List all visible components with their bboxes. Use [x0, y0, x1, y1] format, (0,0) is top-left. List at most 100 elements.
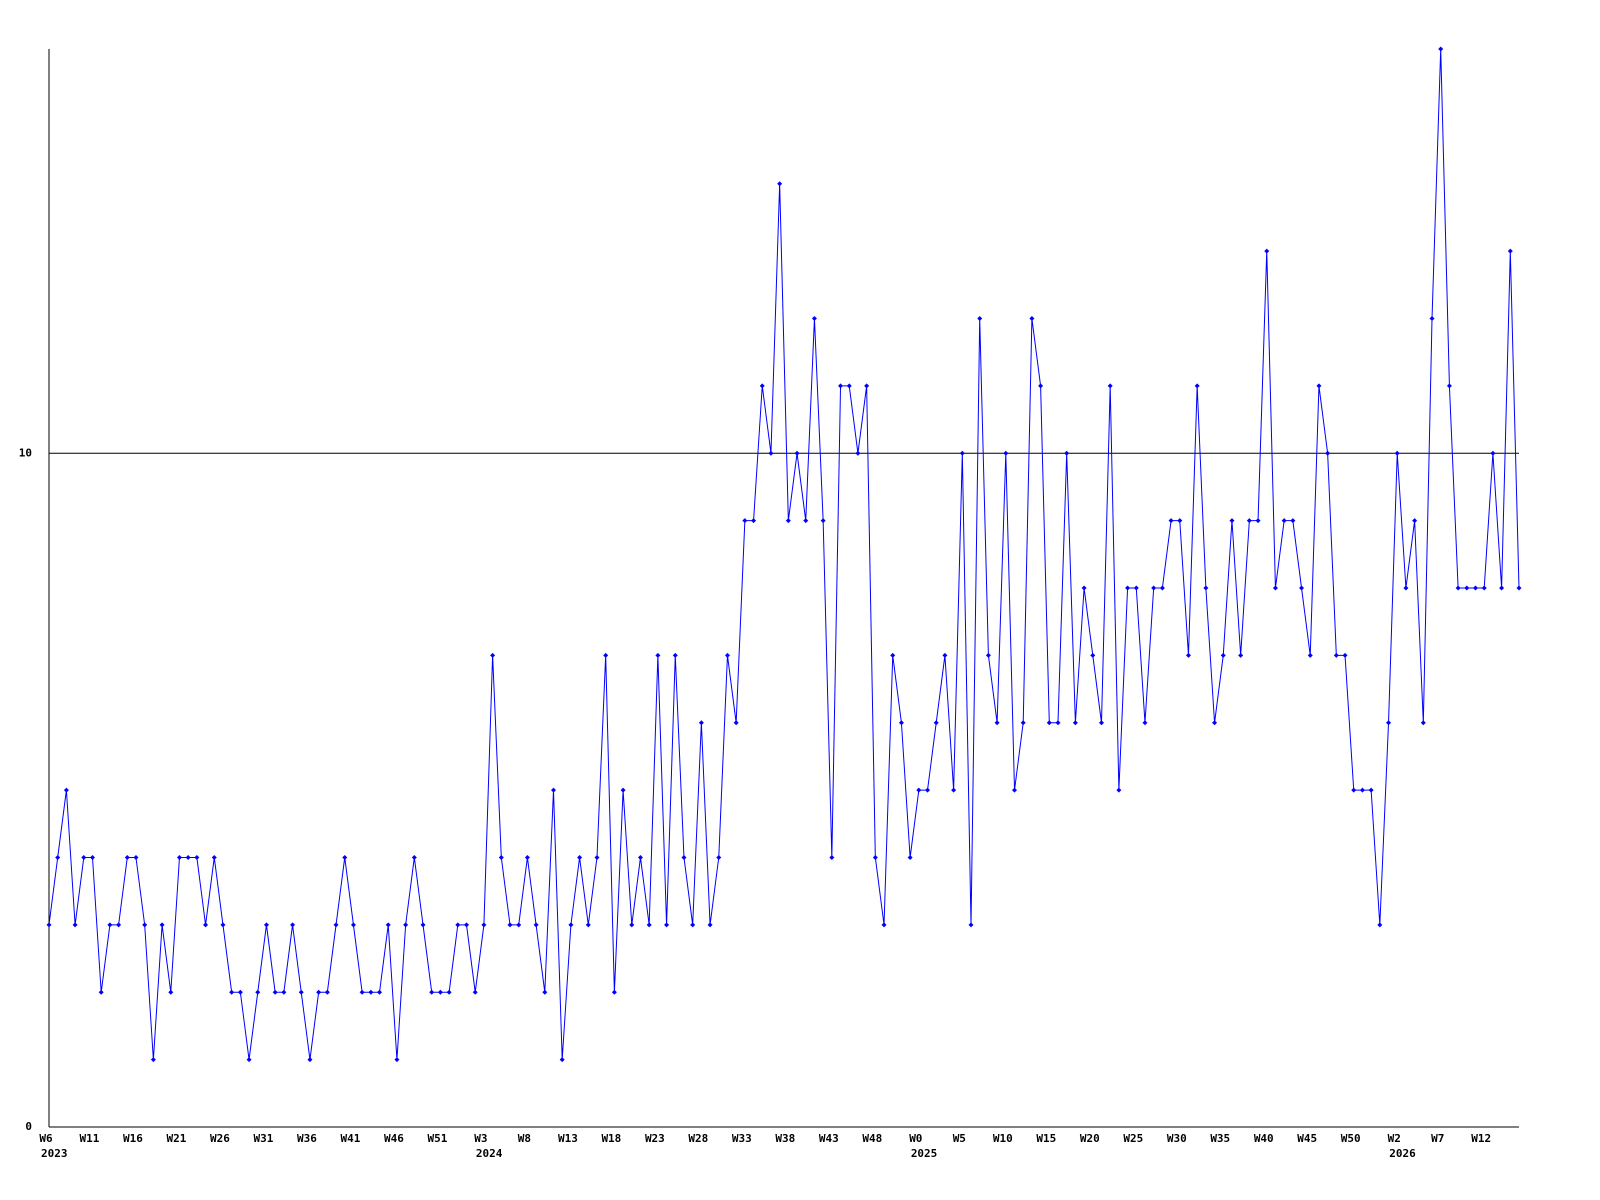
- x-year-label: 2024: [476, 1147, 503, 1160]
- x-tick-label: W50: [1341, 1132, 1361, 1145]
- point: [411, 855, 417, 860]
- point: [1342, 652, 1348, 658]
- point: [1316, 383, 1322, 389]
- point: [968, 922, 974, 928]
- x-tick-label: W2: [1388, 1132, 1401, 1145]
- x-tick-label: W26: [210, 1132, 230, 1145]
- point: [1098, 720, 1104, 726]
- point: [1499, 585, 1505, 591]
- x-tick-label: W21: [167, 1132, 187, 1145]
- point: [1394, 450, 1400, 456]
- point: [724, 652, 730, 658]
- point: [203, 922, 209, 928]
- point: [768, 450, 774, 456]
- point: [1003, 450, 1009, 456]
- point: [1464, 585, 1470, 591]
- point: [516, 922, 522, 928]
- point: [316, 989, 322, 995]
- point: [951, 787, 957, 793]
- x-tick-label: W16: [123, 1132, 143, 1145]
- x-tick-label: W8: [518, 1132, 531, 1145]
- point: [1055, 720, 1061, 726]
- point: [1238, 652, 1244, 658]
- point: [611, 989, 617, 995]
- point: [298, 989, 304, 995]
- point: [1229, 518, 1235, 524]
- point: [959, 450, 965, 456]
- point: [1272, 585, 1278, 591]
- x-tick-label: W43: [819, 1132, 839, 1145]
- point: [1386, 720, 1392, 726]
- point: [1151, 585, 1157, 591]
- point: [1403, 585, 1409, 591]
- point: [1429, 316, 1435, 321]
- point: [1133, 585, 1139, 591]
- x-tick-label: W46: [384, 1132, 404, 1145]
- x-tick-label: W35: [1210, 1132, 1230, 1145]
- x-tick-label: W23: [645, 1132, 665, 1145]
- point: [1481, 585, 1487, 591]
- point: [272, 989, 278, 995]
- point: [124, 855, 130, 860]
- x-tick-label: W36: [297, 1132, 317, 1145]
- point: [1194, 383, 1200, 389]
- x-tick-label: W33: [732, 1132, 752, 1145]
- point: [603, 652, 609, 658]
- point: [777, 181, 783, 187]
- point: [1020, 720, 1026, 726]
- point: [1255, 518, 1261, 524]
- point: [211, 855, 217, 860]
- point: [690, 922, 696, 928]
- point: [368, 989, 374, 995]
- point: [1455, 585, 1461, 591]
- point: [542, 989, 548, 995]
- x-tick-label: W7: [1431, 1132, 1444, 1145]
- point: [524, 855, 530, 860]
- point: [1125, 585, 1131, 591]
- point: [1290, 518, 1296, 524]
- point: [672, 652, 678, 658]
- point: [246, 1057, 252, 1063]
- point: [829, 855, 835, 860]
- point: [1333, 652, 1339, 658]
- point: [664, 922, 670, 928]
- point: [446, 989, 452, 995]
- point: [550, 787, 556, 793]
- x-tick-label: W30: [1167, 1132, 1187, 1145]
- point: [620, 787, 626, 793]
- x-tick-label: W13: [558, 1132, 578, 1145]
- x-tick-label: W28: [688, 1132, 708, 1145]
- point: [994, 720, 1000, 726]
- point: [655, 652, 661, 658]
- point: [585, 922, 591, 928]
- point: [1438, 46, 1444, 52]
- x-tick-label: W12: [1471, 1132, 1491, 1145]
- x-tick-label: W40: [1254, 1132, 1274, 1145]
- point: [490, 652, 496, 658]
- point: [1081, 585, 1087, 591]
- point: [237, 989, 243, 995]
- point: [1446, 383, 1452, 389]
- point: [759, 383, 765, 389]
- x-tick-label: W38: [775, 1132, 795, 1145]
- x-tick-label: W41: [341, 1132, 361, 1145]
- point: [846, 383, 852, 389]
- point: [1029, 316, 1035, 321]
- y-tick-label: 10: [19, 446, 32, 459]
- point: [150, 1057, 156, 1063]
- point: [1264, 248, 1270, 254]
- point: [1516, 585, 1522, 591]
- point: [985, 652, 991, 658]
- point: [681, 855, 687, 860]
- point: [464, 922, 470, 928]
- point: [568, 922, 574, 928]
- series-line: [48, 48, 1520, 1060]
- point: [481, 922, 487, 928]
- point: [1046, 720, 1052, 726]
- point: [220, 922, 226, 928]
- point: [263, 922, 269, 928]
- point: [820, 518, 826, 524]
- point: [811, 316, 817, 321]
- point: [1038, 383, 1044, 389]
